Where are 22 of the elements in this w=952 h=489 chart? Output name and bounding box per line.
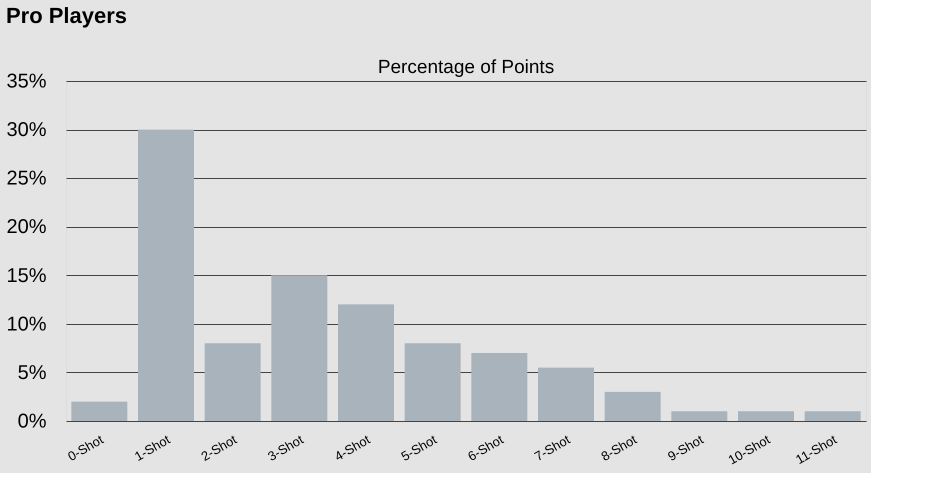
y-tick-label: 5% <box>18 362 47 384</box>
chart-subtitle: Percentage of Points <box>378 57 554 78</box>
bar <box>404 343 461 421</box>
bar <box>804 411 861 421</box>
y-tick-label: 15% <box>6 264 47 287</box>
bar <box>538 368 594 421</box>
bar <box>471 353 528 421</box>
y-tick-label: 20% <box>6 216 47 238</box>
bar <box>738 411 794 421</box>
bar <box>338 304 394 421</box>
y-tick-label: 0% <box>18 410 47 432</box>
y-tick-label: 30% <box>6 119 47 142</box>
bar <box>671 411 728 421</box>
y-tick-label: 10% <box>6 313 47 336</box>
y-tick-label: 25% <box>6 168 47 190</box>
bar <box>604 392 661 421</box>
bar <box>271 275 328 421</box>
bar <box>71 402 128 421</box>
y-tick-label: 35% <box>6 70 47 92</box>
chart-title: Pro Players <box>6 3 128 28</box>
bar <box>138 130 194 421</box>
bar <box>204 343 261 421</box>
